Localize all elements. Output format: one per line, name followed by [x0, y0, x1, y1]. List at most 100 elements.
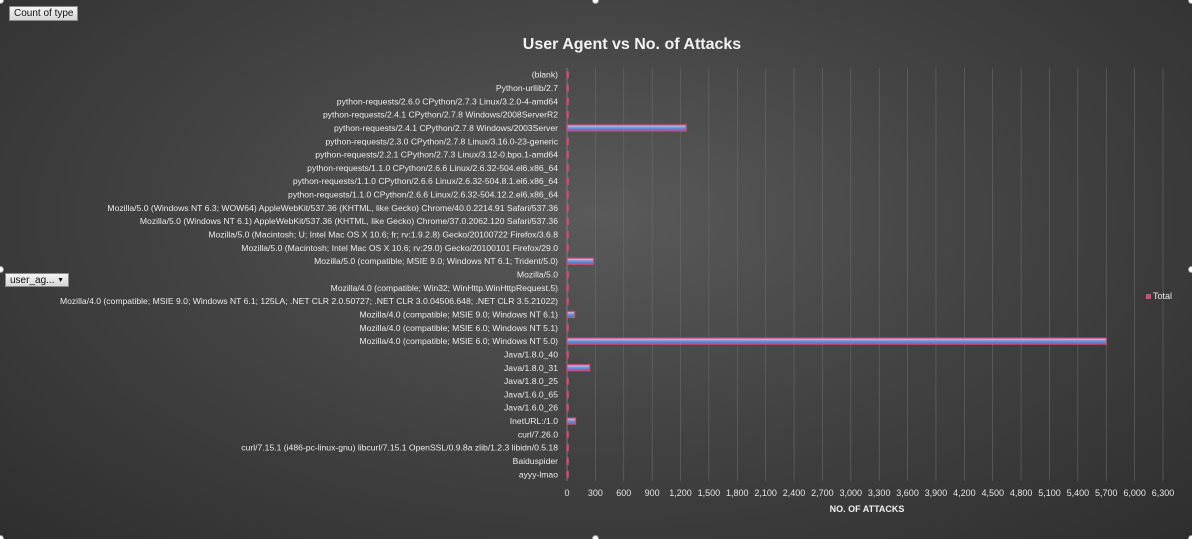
x-tick-label: 6,300 — [1152, 488, 1175, 498]
category-label: Mozilla/5.0 (Windows NT 6.1) AppleWebKit… — [140, 216, 558, 226]
category-label: Mozilla/5.0 (Windows NT 6.3; WOW64) Appl… — [107, 203, 558, 213]
category-label: python-requests/1.1.0 CPython/2.6.6 Linu… — [288, 190, 558, 200]
chart-title: User Agent vs No. of Attacks — [523, 36, 742, 53]
bar[interactable] — [566, 444, 569, 452]
dropdown-arrow-icon: ▼ — [57, 277, 64, 284]
category-label: Mozilla/4.0 (compatible; MSIE 9.0; Windo… — [359, 309, 558, 319]
category-label: Mozilla/5.0 (Macintosh; Intel Mac OS X 1… — [241, 243, 558, 253]
x-tick-label: 2,400 — [783, 488, 806, 498]
x-tick-label: 2,700 — [811, 488, 834, 498]
category-label: Python-urllib/2.7 — [496, 83, 558, 93]
bar[interactable] — [566, 324, 569, 332]
category-label: Java/1.8.0_25 — [504, 376, 558, 386]
x-tick-label: 5,700 — [1095, 488, 1118, 498]
resize-handle-top-left[interactable] — [0, 0, 4, 4]
bar[interactable] — [566, 244, 569, 252]
bars — [566, 71, 1107, 478]
category-label: curl/7.26.0 — [518, 429, 558, 439]
resize-handle-left[interactable] — [0, 266, 4, 273]
bar[interactable] — [566, 84, 569, 92]
legend-swatch-total — [1146, 294, 1151, 300]
category-label: Mozilla/5.0 (compatible; MSIE 9.0; Windo… — [314, 256, 558, 266]
x-tick-label: 4,200 — [953, 488, 976, 498]
x-tick-label: 3,900 — [925, 488, 948, 498]
x-tick-label: 900 — [645, 488, 660, 498]
bar[interactable] — [566, 97, 569, 105]
resize-handle-bottom-right[interactable] — [1188, 535, 1192, 539]
bar[interactable] — [566, 310, 576, 319]
category-label: Java/1.6.0_65 — [504, 389, 558, 399]
bar[interactable] — [566, 430, 569, 438]
category-label: python-requests/2.3.0 CPython/2.7.8 Linu… — [325, 136, 558, 146]
x-axis-title: NO. OF ATTACKS — [830, 504, 905, 514]
bar[interactable] — [566, 150, 569, 159]
legend-label-total: Total — [1153, 291, 1173, 301]
bar[interactable] — [566, 124, 687, 132]
x-tick-label: 5,100 — [1038, 488, 1061, 498]
bar[interactable] — [566, 297, 569, 305]
category-label: Mozilla/4.0 (compatible; MSIE 6.0; Windo… — [359, 336, 558, 346]
x-tick-label: 6,000 — [1123, 488, 1146, 498]
category-label: Baiduspider — [513, 456, 559, 466]
bar[interactable] — [566, 457, 569, 465]
resize-handle-bottom-left[interactable] — [0, 535, 4, 539]
x-tick-label: 3,300 — [868, 488, 891, 498]
bar[interactable] — [566, 364, 591, 372]
category-label: python-requests/1.1.0 CPython/2.6.6 Linu… — [307, 163, 558, 173]
category-label: Mozilla/4.0 (compatible; MSIE 6.0; Windo… — [359, 323, 558, 333]
bar[interactable] — [566, 164, 569, 172]
category-label: Mozilla/5.0 (Macintosh; U; Intel Mac OS … — [208, 230, 558, 240]
x-tick-label: 3,600 — [896, 488, 919, 498]
category-label: InetURL:/1.0 — [510, 416, 558, 426]
category-labels: (blank) Python-urllib/2.7 python-requests/… — [60, 70, 559, 480]
bar[interactable] — [566, 177, 569, 185]
resize-handle-bottom[interactable] — [592, 535, 599, 539]
category-label: python-requests/2.4.1 CPython/2.7.8 Wind… — [334, 123, 558, 133]
bar[interactable] — [566, 190, 569, 199]
x-tick-label: 4,800 — [1010, 488, 1033, 498]
x-tick-label: 2,100 — [754, 488, 777, 498]
x-tick-label: 3,000 — [840, 488, 863, 498]
legend[interactable]: Total — [1146, 291, 1172, 301]
category-label: Java/1.8.0_31 — [504, 363, 558, 373]
category-label: Java/1.8.0_40 — [504, 349, 558, 359]
bar[interactable] — [566, 71, 569, 79]
bar[interactable] — [566, 404, 569, 412]
category-label: Mozilla/4.0 (compatible; Win32; WinHttp.… — [331, 283, 558, 293]
bar[interactable] — [566, 257, 595, 265]
category-label: python-requests/2.2.1 CPython/2.7.3 Linu… — [315, 150, 558, 160]
bar[interactable] — [566, 270, 569, 279]
category-label: ayyy-lmao — [519, 469, 558, 479]
bar[interactable] — [566, 204, 569, 212]
bar[interactable] — [566, 217, 569, 225]
count-of-type-field-button[interactable]: Count of type — [9, 6, 79, 21]
bar[interactable] — [566, 284, 569, 292]
x-tick-label: 1,200 — [669, 488, 692, 498]
gridlines — [566, 68, 1164, 481]
x-tick-label: 0 — [564, 488, 569, 498]
category-label: Mozilla/5.0 — [517, 270, 558, 280]
category-label: Mozilla/4.0 (compatible; MSIE 9.0; Windo… — [60, 296, 558, 306]
bar[interactable] — [566, 230, 569, 239]
x-tick-label: 5,400 — [1067, 488, 1090, 498]
bar[interactable] — [566, 377, 569, 385]
bar[interactable] — [566, 417, 577, 425]
user-agent-field-dropdown[interactable]: user_ag... ▼ — [5, 273, 69, 287]
bar[interactable] — [566, 137, 569, 145]
resize-handle-top-right[interactable] — [1188, 0, 1192, 4]
x-tick-label: 4,500 — [981, 488, 1004, 498]
category-label: python-requests/2.4.1 CPython/2.7.8 Wind… — [323, 110, 558, 120]
resize-handle-right[interactable] — [1188, 266, 1192, 273]
user-agent-field-label: user_ag... — [10, 275, 55, 286]
resize-handle-top[interactable] — [592, 0, 599, 4]
bar[interactable] — [566, 337, 1107, 345]
bar[interactable] — [566, 470, 569, 478]
x-tick-label: 600 — [616, 488, 631, 498]
bar[interactable] — [566, 390, 569, 399]
x-tick-label: 1,800 — [726, 488, 749, 498]
bar[interactable] — [566, 111, 569, 119]
x-tick-label: 300 — [588, 488, 603, 498]
bar[interactable] — [566, 350, 569, 359]
